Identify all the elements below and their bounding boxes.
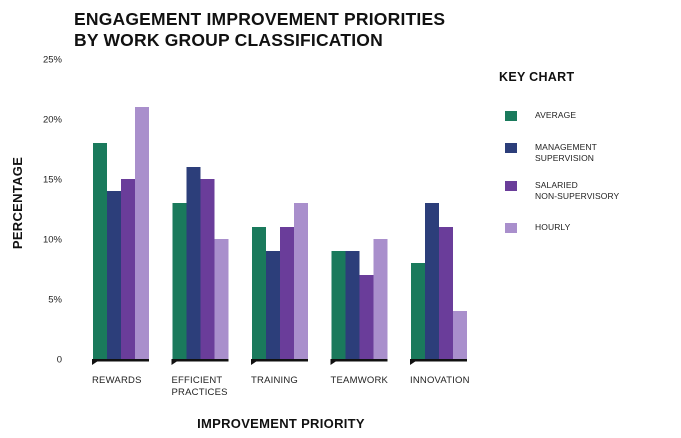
legend-label-line: HOURLY bbox=[535, 222, 571, 232]
bar bbox=[411, 263, 425, 359]
legend-label-line: AVERAGE bbox=[535, 110, 577, 120]
legend-label-line: NON-SUPERVISORY bbox=[535, 191, 620, 201]
y-tick-label: 5% bbox=[48, 295, 62, 306]
chart-title-line-2: BY WORK GROUP CLASSIFICATION bbox=[74, 30, 383, 50]
y-tick-label: 20% bbox=[43, 115, 63, 126]
bars bbox=[93, 107, 467, 359]
legend-label: HOURLY bbox=[535, 222, 645, 233]
y-axis-title: PERCENTAGE bbox=[10, 157, 25, 249]
category-baseline bbox=[171, 359, 229, 362]
legend-label: MANAGEMENT SUPERVISION bbox=[535, 142, 645, 164]
bar bbox=[266, 251, 280, 359]
bar bbox=[280, 227, 294, 359]
bar bbox=[172, 203, 187, 359]
bar bbox=[214, 239, 229, 359]
bar bbox=[200, 179, 215, 359]
x-category-label: REWARDS bbox=[92, 375, 142, 386]
legend-item: AVERAGE bbox=[505, 110, 645, 121]
y-tick-label: 0 bbox=[57, 355, 62, 366]
category-baseline bbox=[330, 359, 388, 362]
category-baseline-notch bbox=[330, 361, 337, 365]
x-axis-title: IMPROVEMENT PRIORITY bbox=[197, 416, 365, 431]
y-tick-label: 25% bbox=[43, 55, 63, 66]
category-baseline-notch bbox=[92, 361, 98, 365]
legend-swatch bbox=[505, 111, 517, 121]
x-category-label: TEAMWORK bbox=[331, 375, 389, 386]
legend-label-line: MANAGEMENT bbox=[535, 142, 597, 152]
x-category-label: PRACTICES bbox=[172, 387, 228, 398]
x-category-label: TRAINING bbox=[251, 375, 298, 386]
legend-label-line: SALARIED bbox=[535, 180, 578, 190]
legend-swatch bbox=[505, 223, 517, 233]
legend-item: MANAGEMENT SUPERVISION bbox=[505, 142, 645, 164]
bar bbox=[186, 167, 201, 359]
bar bbox=[439, 227, 453, 359]
category-baseline-notch bbox=[410, 361, 416, 365]
bar bbox=[93, 143, 107, 359]
bar bbox=[252, 227, 266, 359]
x-category-label: EFFICIENT bbox=[172, 375, 223, 386]
x-category-label: INNOVATION bbox=[410, 375, 470, 386]
bar bbox=[425, 203, 439, 359]
category-baselines bbox=[92, 359, 467, 365]
bar bbox=[121, 179, 135, 359]
bar bbox=[294, 203, 308, 359]
legend-swatch bbox=[505, 181, 517, 191]
bar bbox=[373, 239, 388, 359]
legend-label-line: SUPERVISION bbox=[535, 153, 595, 163]
bar bbox=[345, 251, 360, 359]
bar bbox=[135, 107, 149, 359]
category-baseline bbox=[92, 359, 149, 362]
y-tick-label: 15% bbox=[43, 175, 63, 186]
bar bbox=[453, 311, 467, 359]
chart-title: ENGAGEMENT IMPROVEMENT PRIORITIES BY WOR… bbox=[74, 9, 445, 51]
legend: KEY CHART AVERAGE MANAGEMENT SUPERVISION SA… bbox=[499, 70, 679, 233]
category-baseline-notch bbox=[171, 361, 178, 365]
y-axis-ticks: 0 5% 10% 15% 20% 25% bbox=[43, 55, 63, 366]
legend-swatch bbox=[505, 143, 517, 153]
category-baseline bbox=[251, 359, 308, 362]
legend-label: SALARIED NON-SUPERVISORY bbox=[535, 180, 645, 202]
chart-title-line-1: ENGAGEMENT IMPROVEMENT PRIORITIES bbox=[74, 9, 446, 29]
legend-label: AVERAGE bbox=[535, 110, 645, 121]
legend-item: HOURLY bbox=[505, 222, 645, 233]
category-baseline bbox=[410, 359, 467, 362]
bar-chart: 0 5% 10% 15% 20% 25% REWARDS EFFICIENTPRACTICE… bbox=[10, 55, 470, 432]
bar bbox=[359, 275, 374, 359]
category-baseline-notch bbox=[251, 361, 257, 365]
bar bbox=[331, 251, 346, 359]
legend-title: KEY CHART bbox=[499, 70, 575, 84]
y-tick-label: 10% bbox=[43, 235, 63, 246]
legend-item: SALARIED NON-SUPERVISORY bbox=[505, 180, 645, 202]
bar bbox=[107, 191, 121, 359]
